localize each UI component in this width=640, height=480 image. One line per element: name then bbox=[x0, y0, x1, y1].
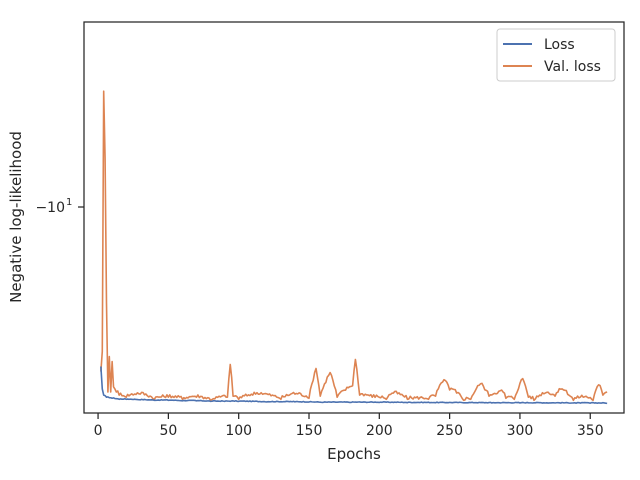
x-tick-label: 0 bbox=[94, 423, 103, 439]
x-tick-label: 50 bbox=[159, 423, 177, 439]
x-tick-label: 300 bbox=[507, 423, 534, 439]
legend-label: Loss bbox=[544, 37, 575, 53]
series-line-1 bbox=[100, 366, 608, 405]
axes-frame bbox=[83, 21, 625, 414]
legend: Loss Val. loss bbox=[496, 28, 616, 82]
series-line-2 bbox=[100, 90, 608, 402]
legend-box bbox=[496, 28, 616, 82]
x-axis-label: Epochs bbox=[327, 445, 381, 463]
plot-area bbox=[100, 90, 608, 405]
y-axis-label: Negative log-likelihood bbox=[7, 131, 25, 303]
x-tick-label: 200 bbox=[366, 423, 393, 439]
x-tick-label: 100 bbox=[225, 423, 252, 439]
y-axis: −10 1 bbox=[35, 197, 84, 216]
y-tick-label: −10 bbox=[35, 200, 65, 216]
x-tick-label: 150 bbox=[296, 423, 323, 439]
x-tick-label: 350 bbox=[577, 423, 604, 439]
x-tick-label: 250 bbox=[436, 423, 463, 439]
legend-label: Val. loss bbox=[544, 59, 601, 75]
x-axis: 0 50 100 150 200 250 300 350 bbox=[94, 413, 604, 439]
y-tick-exponent: 1 bbox=[66, 197, 72, 208]
